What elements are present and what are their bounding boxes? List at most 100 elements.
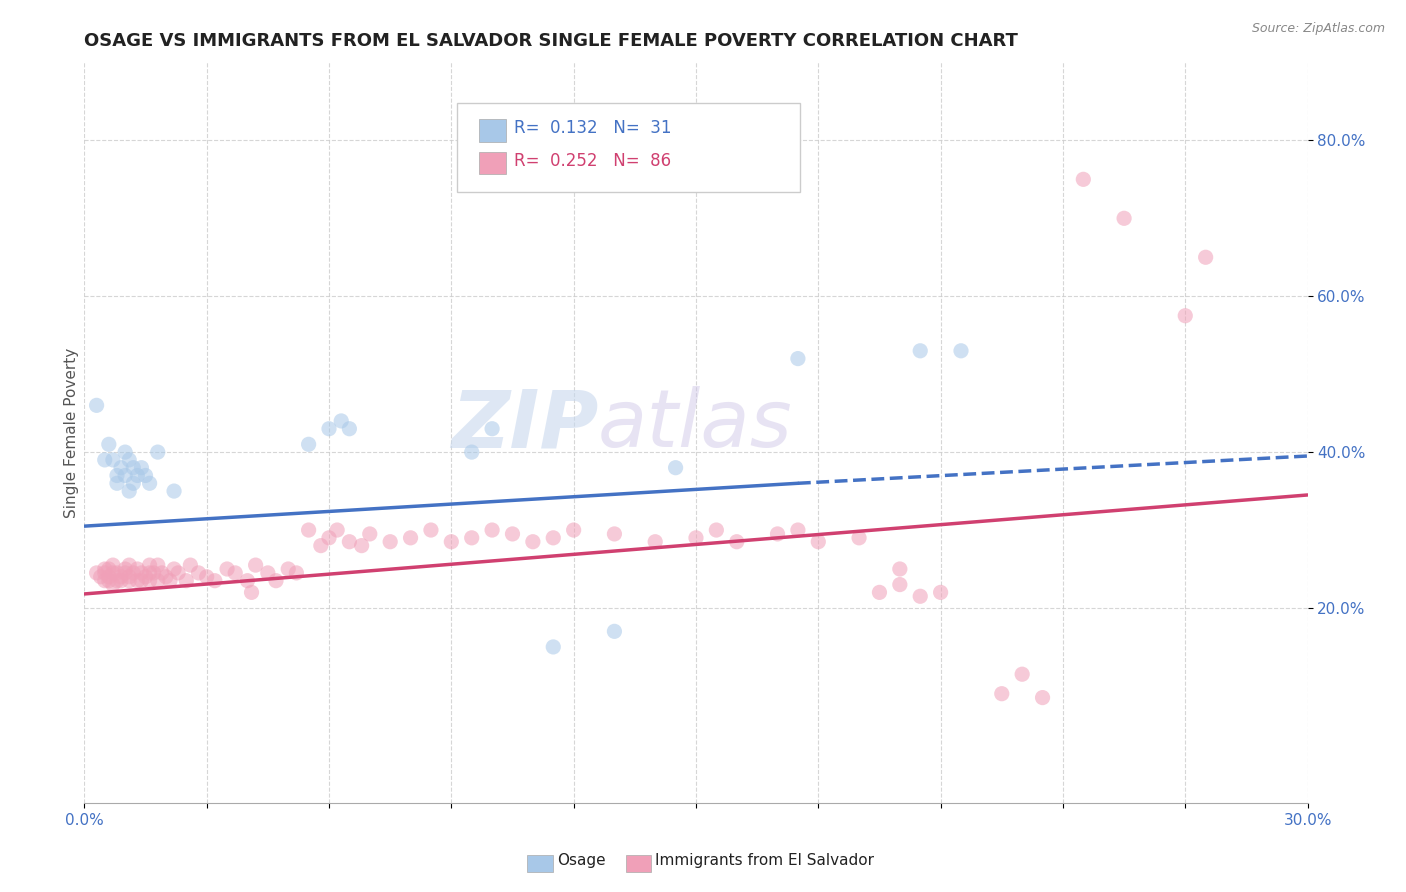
Point [195, 570, 218, 584]
Point [110, 460, 132, 475]
FancyBboxPatch shape [457, 103, 800, 192]
Text: OSAGE VS IMMIGRANTS FROM EL SALVADOR SINGLE FEMALE POVERTY CORRELATION CHART: OSAGE VS IMMIGRANTS FROM EL SALVADOR SIN… [84, 32, 1018, 50]
Text: Source: ZipAtlas.com: Source: ZipAtlas.com [1251, 22, 1385, 36]
Point [114, 445, 136, 459]
Point [889, 562, 911, 576]
Point [502, 527, 524, 541]
Text: R=  0.132   N=  31: R= 0.132 N= 31 [513, 120, 671, 137]
Point [236, 574, 259, 588]
Point [93, 562, 115, 576]
Point [118, 574, 141, 588]
Point [138, 574, 160, 588]
Point [277, 562, 299, 576]
Point [543, 640, 565, 654]
Point [114, 468, 136, 483]
Point [1011, 667, 1033, 681]
Point [359, 527, 381, 541]
Point [97, 570, 120, 584]
Point [142, 566, 165, 580]
Point [910, 589, 932, 603]
Point [97, 437, 120, 451]
Point [725, 534, 748, 549]
Point [380, 534, 402, 549]
Point [910, 343, 932, 358]
Point [787, 523, 810, 537]
Point [110, 570, 132, 584]
Point [97, 562, 120, 576]
Point [326, 523, 349, 537]
Point [138, 566, 160, 580]
Point [138, 558, 160, 573]
Point [105, 566, 128, 580]
Point [224, 566, 246, 580]
Point [399, 531, 422, 545]
Point [110, 574, 132, 588]
Text: Immigrants from El Salvador: Immigrants from El Salvador [655, 854, 875, 868]
Point [101, 566, 124, 580]
Point [1032, 690, 1054, 705]
Point [127, 468, 149, 483]
Point [97, 574, 120, 588]
Point [146, 558, 169, 573]
Point [86, 398, 108, 412]
Point [339, 422, 361, 436]
Point [105, 476, 128, 491]
Point [159, 574, 181, 588]
Point [950, 343, 973, 358]
Point [127, 574, 149, 588]
Point [285, 566, 308, 580]
Point [665, 460, 688, 475]
Point [101, 453, 124, 467]
Point [118, 570, 141, 584]
FancyBboxPatch shape [479, 120, 506, 142]
Point [122, 476, 145, 491]
Point [131, 460, 153, 475]
Point [114, 562, 136, 576]
Point [461, 531, 484, 545]
Point [131, 566, 153, 580]
Point [217, 562, 239, 576]
Point [118, 453, 141, 467]
Point [603, 527, 626, 541]
Point [135, 468, 157, 483]
FancyBboxPatch shape [479, 152, 506, 174]
Text: atlas: atlas [598, 386, 793, 464]
Point [848, 531, 870, 545]
Text: ZIP: ZIP [451, 386, 598, 464]
Point [122, 460, 145, 475]
Point [240, 585, 263, 599]
Point [122, 566, 145, 580]
Point [807, 534, 830, 549]
Point [603, 624, 626, 639]
Point [420, 523, 443, 537]
Point [146, 445, 169, 459]
Point [118, 558, 141, 573]
Point [105, 468, 128, 483]
Point [163, 562, 186, 576]
Point [101, 558, 124, 573]
Point [562, 523, 585, 537]
Point [264, 574, 287, 588]
Point [522, 534, 544, 549]
Point [440, 534, 463, 549]
Point [114, 566, 136, 580]
Text: Osage: Osage [557, 854, 606, 868]
Point [1195, 250, 1218, 264]
Point [298, 437, 321, 451]
Point [309, 539, 332, 553]
Point [787, 351, 810, 366]
Point [167, 566, 190, 580]
Text: R=  0.252   N=  86: R= 0.252 N= 86 [513, 152, 671, 170]
Point [138, 476, 160, 491]
Point [869, 585, 891, 599]
Point [543, 531, 565, 545]
Point [187, 566, 209, 580]
Point [93, 574, 115, 588]
Point [298, 523, 321, 537]
Point [93, 453, 115, 467]
Point [155, 570, 177, 584]
Point [131, 574, 153, 588]
Point [204, 574, 226, 588]
Point [318, 422, 340, 436]
Point [461, 445, 484, 459]
